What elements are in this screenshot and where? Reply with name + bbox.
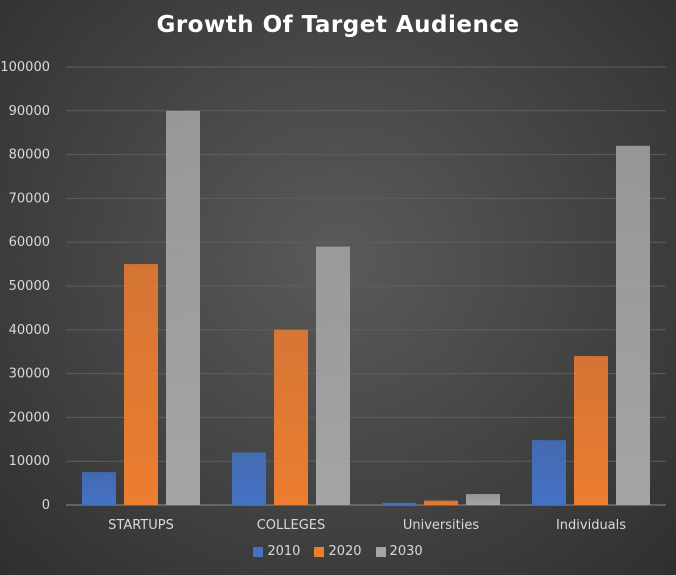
chart-title: Growth Of Target Audience: [156, 12, 520, 38]
x-category-label: Individuals: [556, 518, 626, 533]
y-tick-label: 60000: [9, 235, 50, 250]
y-tick-label: 30000: [9, 367, 50, 382]
legend-swatch: [375, 546, 386, 557]
legend-swatch: [314, 546, 325, 557]
bar-2010-individuals: [532, 440, 566, 505]
y-tick-label: 0: [42, 498, 50, 513]
x-category-label: COLLEGES: [257, 518, 326, 533]
bar-2030-startups: [166, 110, 200, 506]
bar-2010-colleges: [232, 452, 266, 505]
legend-swatch: [253, 546, 264, 557]
bar-2030-individuals: [616, 145, 650, 505]
legend-label: 2020: [328, 544, 362, 559]
y-tick-label: 40000: [9, 323, 50, 338]
legend-item-2020: 2020: [314, 544, 362, 559]
y-tick-label: 10000: [9, 454, 50, 469]
bar-2020-universities: [424, 500, 458, 505]
y-tick-label: 80000: [9, 148, 50, 163]
bar-2020-individuals: [574, 356, 608, 505]
legend-item-2010: 2010: [253, 544, 300, 559]
x-category-label: STARTUPS: [108, 518, 174, 533]
y-tick-label: 70000: [9, 191, 50, 206]
legend-label: 2010: [267, 544, 301, 559]
y-tick-label: 50000: [9, 279, 50, 294]
bar-2020-startups: [124, 264, 158, 505]
y-tick-label: 90000: [9, 104, 50, 119]
y-tick-label: 20000: [9, 410, 50, 425]
y-tick-label: 100000: [0, 60, 50, 75]
legend: 2010 2020 2030: [0, 544, 676, 559]
legend-item-2030: 2030: [375, 544, 423, 559]
bar-2010-startups: [82, 472, 116, 505]
bar-2010-universities: [382, 502, 416, 505]
x-category-label: Universities: [403, 518, 479, 533]
legend-label: 2030: [389, 544, 423, 559]
bar-2030-universities: [466, 494, 500, 505]
bar-2030-colleges: [316, 246, 350, 505]
bar-2020-colleges: [274, 329, 308, 505]
